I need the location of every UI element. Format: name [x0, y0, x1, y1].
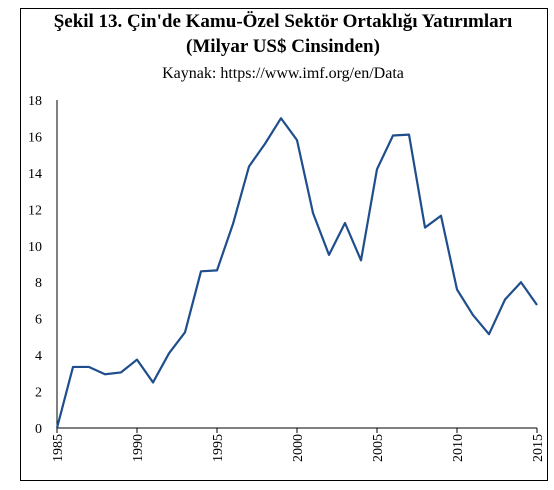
- y-tick-label: 16: [28, 130, 42, 145]
- y-tick-label: 0: [35, 422, 42, 437]
- y-tick-label: 8: [35, 276, 42, 291]
- x-tick-label: 1995: [211, 434, 226, 462]
- y-tick-label: 4: [35, 349, 42, 364]
- frame: [20, 8, 548, 481]
- line-series: [55, 117, 538, 429]
- y-tick-label: 12: [28, 203, 42, 218]
- x-tick-label: 2015: [531, 434, 546, 462]
- chart-subtitle: Kaynak: https://www.imf.org/en/Data: [162, 65, 404, 82]
- x-tick-label: 2010: [451, 434, 466, 462]
- x-tick-label: 2005: [371, 434, 386, 462]
- x-tick-label: 1985: [51, 434, 66, 462]
- x-tick-label: 2000: [291, 434, 306, 462]
- chart-title: Şekil 13. Çin'de Kamu-Özel Sektör Ortakl…: [54, 11, 513, 32]
- y-tick-label: 2: [35, 386, 42, 401]
- chart-title: (Milyar US$ Cinsinden): [186, 36, 380, 57]
- y-tick-label: 14: [28, 167, 42, 182]
- x-tick-label: 1990: [131, 434, 146, 462]
- y-tick-label: 18: [28, 94, 42, 109]
- y-tick-label: 6: [35, 313, 42, 328]
- y-tick-label: 10: [28, 240, 42, 255]
